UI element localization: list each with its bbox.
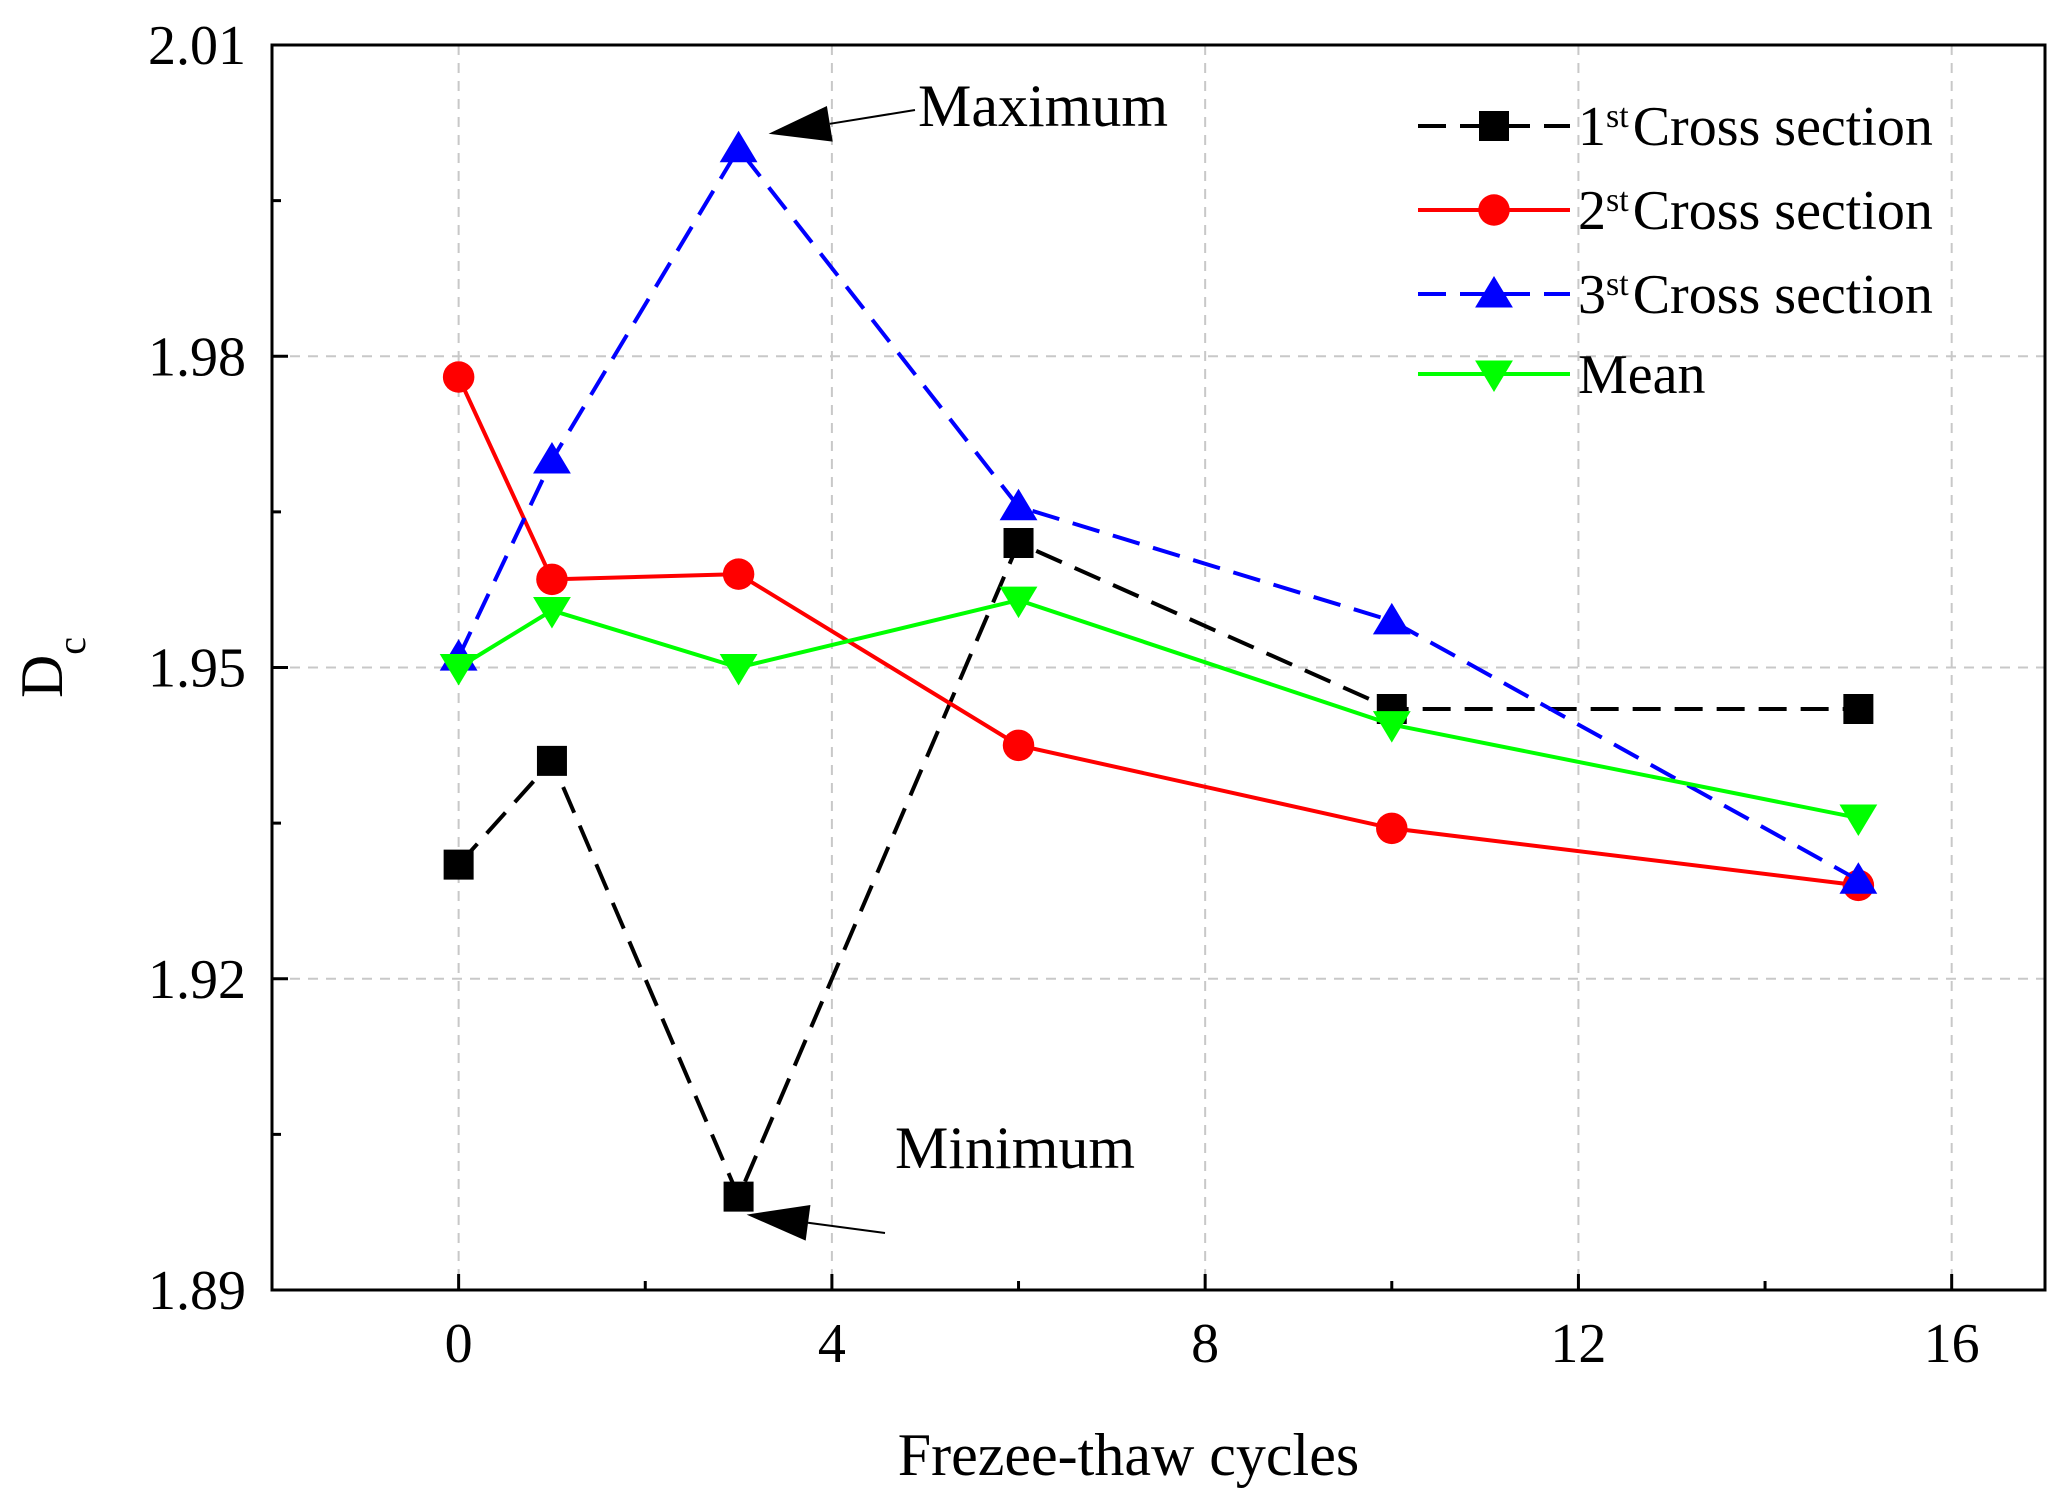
series-line bbox=[456, 145, 1860, 882]
x-tick-label: 12 bbox=[1550, 1313, 1606, 1375]
series-line bbox=[457, 597, 1859, 820]
data-point bbox=[999, 586, 1038, 619]
legend-label-rest: Cross section bbox=[1633, 264, 1933, 326]
data-point bbox=[1372, 602, 1411, 635]
x-tick-label: 4 bbox=[818, 1313, 846, 1375]
legend-label-superscript: st bbox=[1606, 266, 1629, 303]
data-point bbox=[1003, 528, 1034, 558]
maximum-arrow-shaft bbox=[829, 109, 916, 125]
series-2 bbox=[442, 361, 1875, 902]
series-1 bbox=[443, 528, 1874, 1212]
minimum-arrow-shaft bbox=[807, 1221, 886, 1234]
data-point bbox=[722, 558, 755, 590]
data-point bbox=[1839, 804, 1878, 836]
series-lines bbox=[439, 130, 1878, 1212]
data-point bbox=[533, 442, 571, 474]
series-3 bbox=[439, 130, 1878, 894]
data-point bbox=[1475, 360, 1513, 392]
data-point bbox=[1843, 694, 1874, 724]
data-point bbox=[1376, 812, 1408, 845]
data-point bbox=[536, 563, 568, 596]
data-point bbox=[719, 654, 758, 686]
y-axis-title-main: D bbox=[9, 655, 75, 698]
legend-label-number: 2 bbox=[1578, 180, 1606, 242]
x-tick-label: 8 bbox=[1191, 1313, 1219, 1375]
series-line bbox=[456, 376, 1859, 888]
y-tick-label: 1.92 bbox=[148, 949, 246, 1011]
data-point bbox=[1372, 711, 1411, 743]
axis-ticks: 0 4 8 12 161.891.921.951.982.01 bbox=[148, 15, 1980, 1375]
data-point bbox=[1002, 729, 1035, 762]
legend-label: 2stCross section bbox=[1578, 180, 1933, 242]
data-point bbox=[443, 849, 474, 880]
legend-label: 1stCross section bbox=[1578, 96, 1933, 158]
y-tick-label: 1.89 bbox=[148, 1260, 246, 1322]
minimum-label: Minimum bbox=[895, 1115, 1135, 1181]
data-point bbox=[1839, 862, 1878, 894]
x-tick-label: 0 bbox=[445, 1313, 473, 1375]
grid-lines bbox=[272, 45, 2045, 1290]
data-point bbox=[719, 130, 758, 163]
data-point bbox=[999, 488, 1038, 521]
series-4 bbox=[439, 586, 1878, 836]
data-point bbox=[1478, 194, 1510, 226]
legend-label-rest: Cross section bbox=[1633, 96, 1933, 158]
y-tick-label: 1.95 bbox=[148, 638, 246, 700]
legend-label-rest: Mean bbox=[1578, 344, 1706, 406]
maximum-label: Maximum bbox=[918, 73, 1168, 139]
series-line bbox=[457, 540, 1859, 1202]
data-point bbox=[1475, 276, 1513, 308]
y-tick-label: 1.98 bbox=[148, 326, 246, 388]
legend-label-number: 3 bbox=[1578, 264, 1606, 326]
legend-label-rest: Cross section bbox=[1633, 180, 1933, 242]
data-point bbox=[536, 745, 567, 776]
legend-label-number: 1 bbox=[1578, 96, 1606, 158]
maximum-arrow-head bbox=[768, 106, 833, 142]
legend-label-superscript: st bbox=[1606, 182, 1629, 219]
data-point bbox=[439, 654, 478, 686]
minimum-arrow-head bbox=[746, 1204, 811, 1241]
legend-label-superscript: st bbox=[1606, 98, 1629, 135]
data-point bbox=[533, 596, 571, 629]
y-axis-title: Dc bbox=[9, 637, 94, 698]
y-axis-title-sub: c bbox=[49, 637, 94, 655]
y-tick-label: 2.01 bbox=[148, 15, 246, 77]
legend-label: Mean bbox=[1578, 344, 1706, 406]
data-point bbox=[723, 1181, 754, 1212]
annotations: Maximum Minimum bbox=[746, 73, 1168, 1241]
data-point bbox=[442, 361, 475, 393]
x-tick-label: 16 bbox=[1924, 1313, 1980, 1375]
x-axis-title: Frezee-thaw cycles bbox=[898, 1422, 1359, 1488]
data-point bbox=[1479, 111, 1509, 141]
legend-label: 3stCross section bbox=[1578, 264, 1933, 326]
